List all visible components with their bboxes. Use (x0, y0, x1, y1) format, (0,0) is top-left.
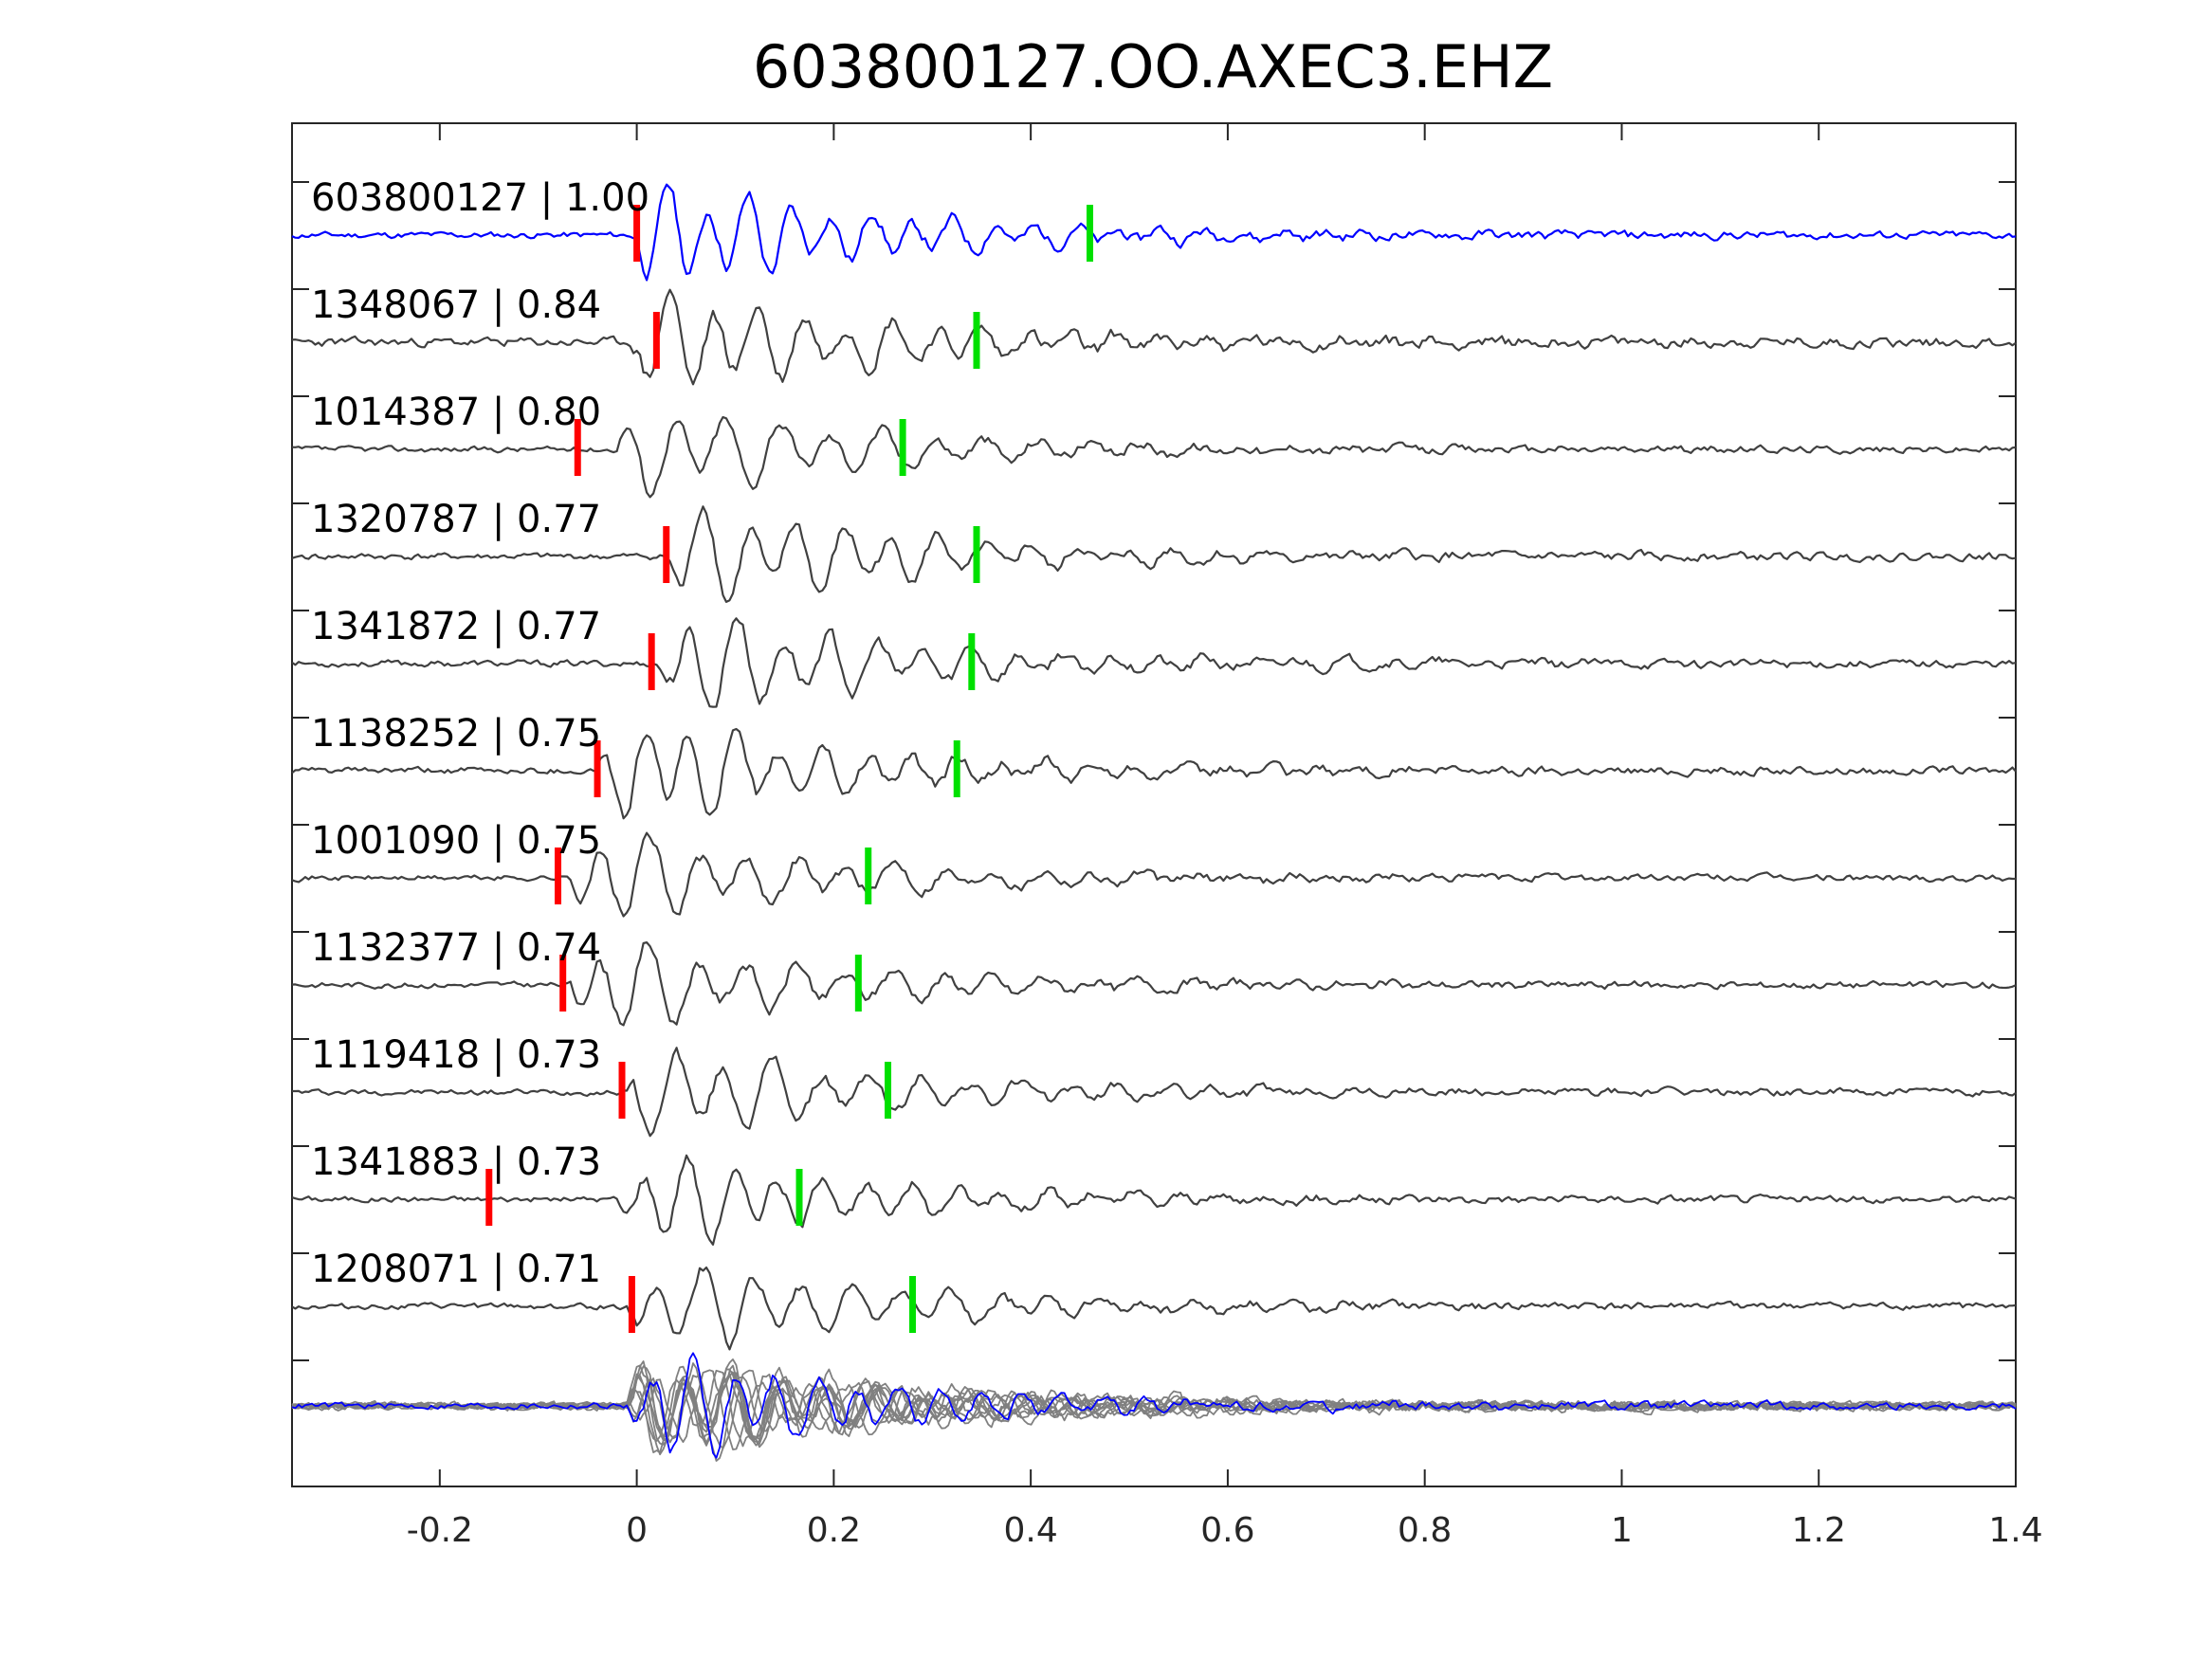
trace-label: 1341883 | 0.73 (311, 1140, 601, 1184)
trace-1208071 (291, 1266, 2017, 1351)
y-axis-ticks (292, 181, 2016, 1361)
x-axis: -0.2 0 0.2 0.4 0.6 0.8 1 1.2 1.4 (407, 123, 2043, 1550)
trace-label: 1014387 | 0.80 (311, 391, 601, 434)
trace-1341883 (291, 1154, 2017, 1246)
trace-603800127 (291, 183, 2017, 282)
trace-label: 1138252 | 0.75 (311, 712, 601, 756)
x-tick-label: 1.2 (1792, 1511, 1846, 1550)
trace-labels: 603800127 | 1.00 1348067 | 0.84 1014387 | … (311, 176, 649, 1291)
trace-label: 1001090 | 0.75 (311, 819, 601, 863)
trace-label: 1341872 | 0.77 (311, 605, 601, 648)
trace-label: 1119418 | 0.73 (311, 1033, 601, 1077)
trace-1132377 (291, 941, 2017, 1027)
x-tick-label: 0.2 (807, 1511, 861, 1550)
x-tick-label: 1.4 (1988, 1511, 2042, 1550)
trace-label: 1348067 | 0.84 (311, 283, 601, 327)
trace-1001090 (291, 831, 2016, 918)
x-tick-label: 0.4 (1004, 1511, 1058, 1550)
plot-area-frame (291, 122, 2017, 1487)
trace-1341872 (291, 617, 2017, 708)
trace-1138252 (291, 727, 2017, 820)
trace-1348067 (291, 288, 2017, 386)
x-tick-label: 1 (1611, 1511, 1633, 1550)
trace-label: 1132377 | 0.74 (311, 926, 601, 970)
trace-label: 603800127 | 1.00 (311, 176, 649, 220)
x-tick-label: 0.6 (1200, 1511, 1254, 1550)
stacked-traces (291, 1352, 2017, 1462)
stack-template-trace (291, 1352, 2017, 1459)
trace-1119418 (292, 1047, 2017, 1138)
chart-title: 603800127.OO.AXEC3.EHZ (753, 32, 1553, 101)
trace-panel (291, 183, 2017, 1351)
x-tick-label: 0 (626, 1511, 648, 1550)
trace-1320787 (291, 505, 2017, 603)
trace-label: 1208071 | 0.71 (311, 1248, 601, 1291)
x-tick-label: -0.2 (407, 1511, 473, 1550)
trace-label: 1320787 | 0.77 (311, 498, 601, 541)
stack-trace-1132377 (291, 1370, 2017, 1456)
x-tick-label: 0.8 (1398, 1511, 1452, 1550)
